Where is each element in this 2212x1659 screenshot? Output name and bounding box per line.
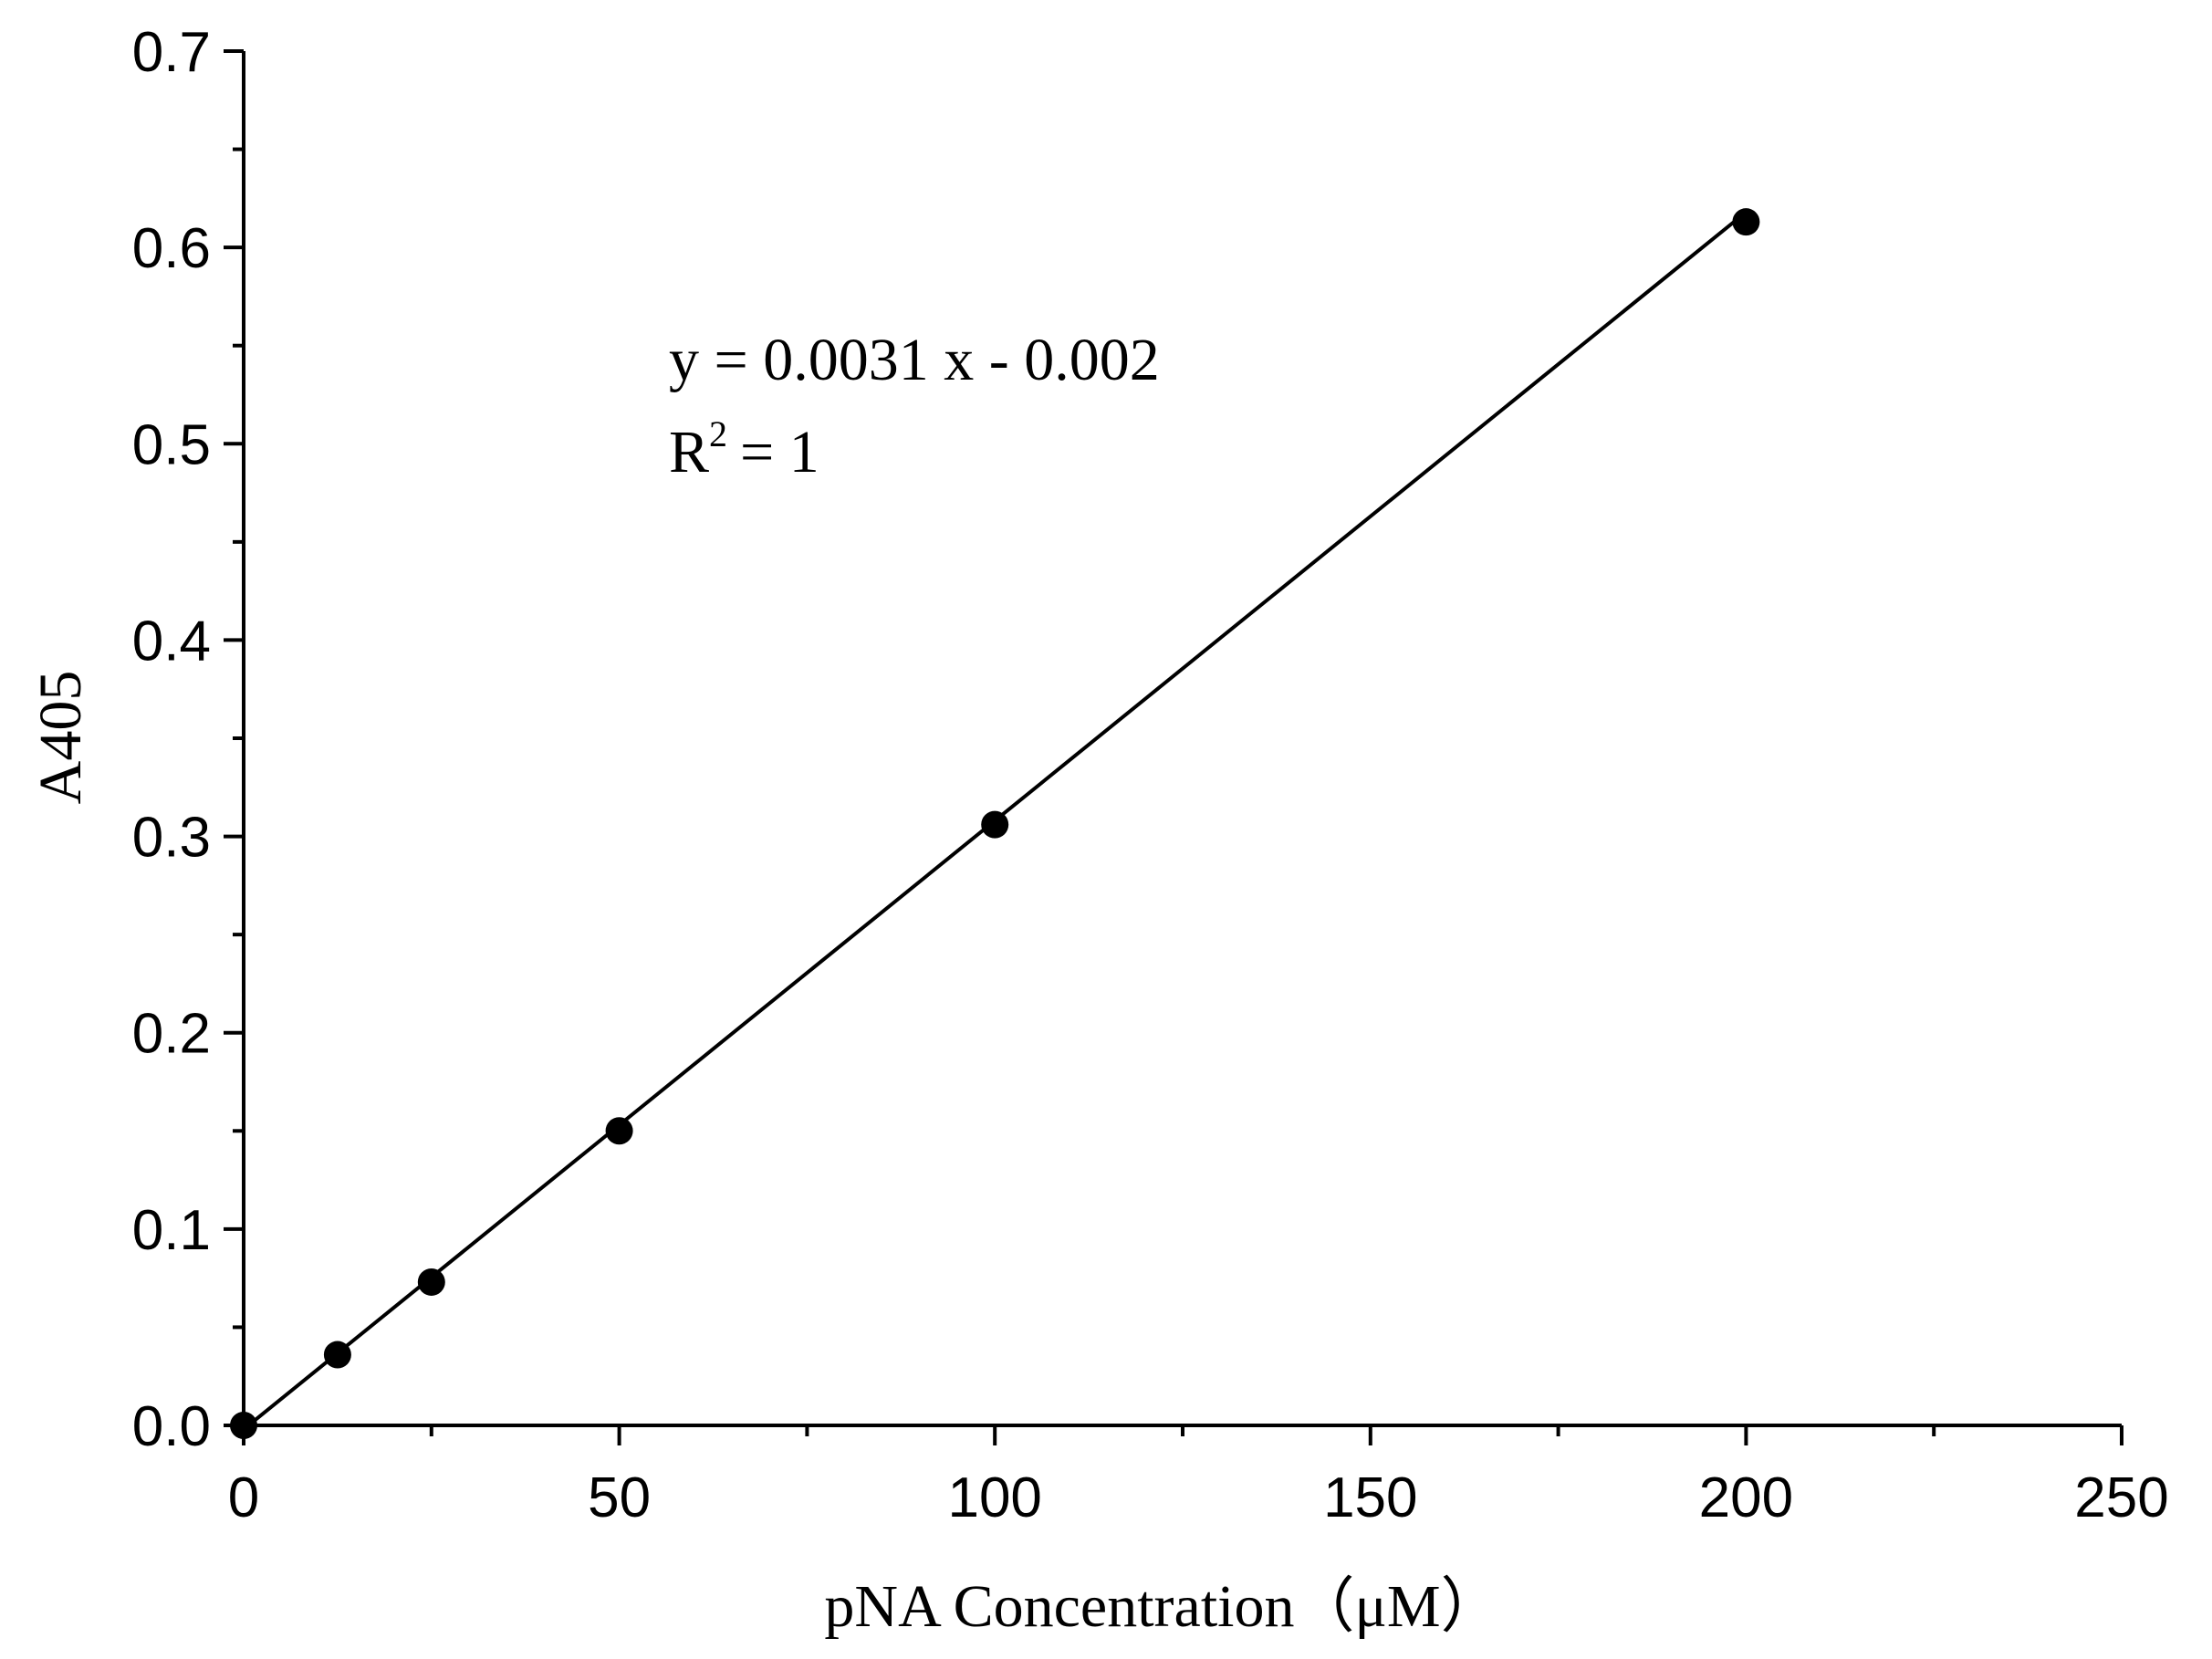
r2-tail: = 1 xyxy=(740,419,819,485)
data-point xyxy=(1732,208,1760,236)
x-tick-label: 250 xyxy=(2074,1466,2168,1529)
x-tick-label: 150 xyxy=(1323,1466,1417,1529)
fit-line xyxy=(242,210,1748,1431)
equation: y = 0.0031 x - 0.002 xyxy=(669,327,1160,393)
y-tick-label: 0.2 xyxy=(132,1003,211,1066)
y-tick-label: 0.7 xyxy=(132,21,211,84)
y-tick-label: 0.6 xyxy=(132,217,211,280)
data-point xyxy=(605,1117,633,1145)
data-point xyxy=(230,1412,257,1439)
x-tick-label: 200 xyxy=(1699,1466,1793,1529)
y-tick-label: 0.3 xyxy=(132,807,211,870)
data-point xyxy=(417,1268,445,1296)
x-tick-label: 0 xyxy=(228,1466,259,1529)
r2-base: R xyxy=(669,419,709,485)
x-axis-title: pNA Concentration（μM） xyxy=(824,1573,1500,1640)
y-tick-label: 0.0 xyxy=(132,1395,211,1458)
r2-sup: 2 xyxy=(709,413,727,454)
y-tick-label: 0.5 xyxy=(132,413,211,476)
y-axis-title: A405 xyxy=(27,671,94,805)
r-squared: R2 = 1 xyxy=(669,413,819,485)
x-tick-label: 50 xyxy=(588,1466,651,1529)
data-point xyxy=(981,810,1009,839)
y-tick-label: 0.4 xyxy=(132,610,211,673)
x-tick-label: 100 xyxy=(947,1466,1041,1529)
y-tick-label: 0.1 xyxy=(132,1199,211,1262)
